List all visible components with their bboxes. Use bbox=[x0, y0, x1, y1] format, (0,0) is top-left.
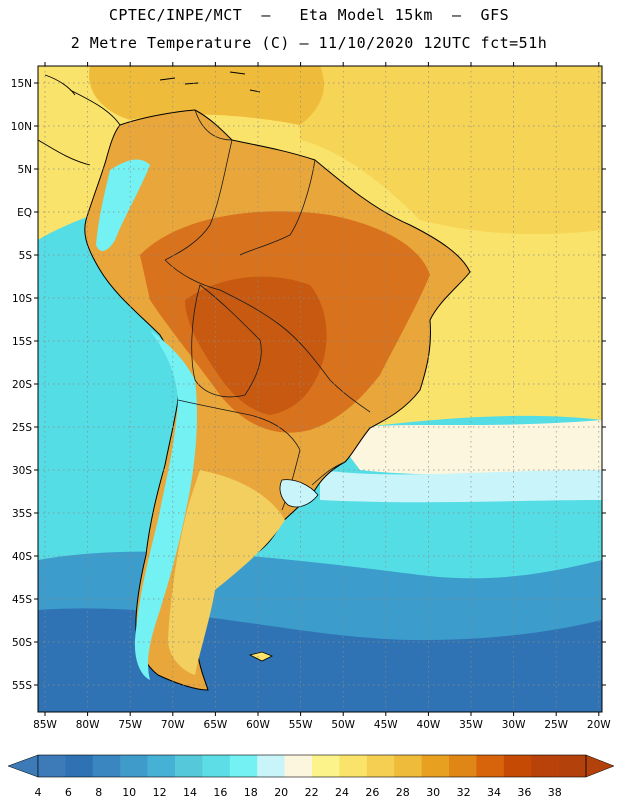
lon-label: 20W bbox=[587, 719, 611, 731]
map-frame bbox=[37, 65, 603, 713]
chart-title-line-2: 2 Metre Temperature (C) – 11/10/2020 12U… bbox=[70, 34, 548, 52]
patagonia-region bbox=[168, 470, 285, 675]
colorbar-frame bbox=[37, 754, 587, 778]
lat-label: 20S bbox=[12, 379, 32, 391]
caribbean-islands bbox=[159, 71, 261, 93]
caribbean-zone bbox=[89, 66, 324, 125]
lon-label: 65W bbox=[204, 719, 228, 731]
colorbar-swatch bbox=[531, 755, 559, 777]
colorbar-swatch bbox=[284, 755, 313, 777]
lat-label: 15S bbox=[12, 336, 32, 348]
colorbar-swatch bbox=[394, 755, 422, 777]
colorbar-label: 22 bbox=[305, 786, 319, 799]
bolivia-border bbox=[191, 284, 262, 398]
lat-label: 5N bbox=[17, 164, 32, 176]
tropical-atlantic-zone bbox=[300, 66, 602, 235]
colorbar-label: 4 bbox=[35, 786, 42, 799]
colorbar-label: 34 bbox=[487, 786, 501, 799]
colorbar-swatch bbox=[92, 755, 121, 777]
longitude-axis: 85W 80W 75W 70W 65W 60W 55W 50W 45W 40W 35W 30W 25W 2… bbox=[33, 62, 611, 731]
rio-de-la-plata bbox=[279, 479, 319, 508]
colorbar-low-arrow bbox=[7, 754, 39, 778]
colorbar-high-arrow bbox=[585, 754, 615, 778]
lon-label: 75W bbox=[118, 719, 142, 731]
lat-label: 35S bbox=[12, 508, 32, 520]
lon-label: 30W bbox=[502, 719, 526, 731]
colorbar-label: 6 bbox=[65, 786, 72, 799]
colorbar-swatch bbox=[558, 755, 587, 777]
interior-hottest-region bbox=[185, 276, 327, 415]
mild-sea-band bbox=[330, 420, 602, 475]
colorbar-swatch bbox=[147, 755, 176, 777]
falkland-islands bbox=[248, 651, 273, 662]
andes-cold-strip bbox=[96, 159, 197, 681]
map-field bbox=[38, 66, 602, 712]
colorbar-label: 24 bbox=[335, 786, 349, 799]
colorbar-label: 30 bbox=[426, 786, 440, 799]
lat-label: 30S bbox=[12, 465, 32, 477]
lat-label: 10N bbox=[11, 121, 32, 133]
colorbar-label: 28 bbox=[396, 786, 410, 799]
lon-label: 50W bbox=[331, 719, 355, 731]
colorbar-swatch bbox=[202, 755, 231, 777]
colorbar-label: 18 bbox=[244, 786, 258, 799]
colorbar-label: 12 bbox=[153, 786, 167, 799]
colorbar-swatch bbox=[312, 755, 340, 777]
chart-title-line-1: CPTEC/INPE/MCT – Eta Model 15km – GFS bbox=[108, 6, 510, 24]
colorbar-swatch bbox=[120, 755, 148, 777]
colorbar-swatch bbox=[476, 755, 505, 777]
colorbar-label: 26 bbox=[365, 786, 379, 799]
lat-label: 55S bbox=[12, 680, 32, 692]
colorbar: 4 6 8 10 12 14 16 18 20 22 24 26 28 30 32 34 36 38 bbox=[7, 754, 615, 799]
colorbar-swatch bbox=[38, 755, 66, 777]
colorbar-swatch bbox=[421, 755, 450, 777]
lon-label: 55W bbox=[289, 719, 313, 731]
colorbar-label: 36 bbox=[517, 786, 531, 799]
graticule bbox=[38, 66, 602, 712]
colorbar-label: 20 bbox=[274, 786, 288, 799]
lon-label: 70W bbox=[161, 719, 185, 731]
latitude-axis: 15N 10N 5N EQ 5S 10S 15S 20S 25S 30S 35S 40S 45S 50S 5… bbox=[11, 78, 606, 692]
colorbar-swatch bbox=[503, 755, 532, 777]
lon-label: 85W bbox=[33, 719, 57, 731]
colorbar-label: 32 bbox=[457, 786, 471, 799]
colorbar-label: 14 bbox=[183, 786, 197, 799]
lon-label: 35W bbox=[459, 719, 483, 731]
central-america-coast bbox=[38, 74, 121, 166]
lat-label: 45S bbox=[12, 594, 32, 606]
lat-label: 5S bbox=[19, 250, 33, 262]
lon-label: 80W bbox=[76, 719, 100, 731]
colorbar-label: 10 bbox=[122, 786, 136, 799]
colorbar-label: 16 bbox=[213, 786, 227, 799]
lat-label: 15N bbox=[11, 78, 32, 90]
colorbar-swatch bbox=[449, 755, 477, 777]
colorbar-swatch bbox=[366, 755, 395, 777]
colorbar-swatch bbox=[175, 755, 203, 777]
lon-label: 25W bbox=[544, 719, 568, 731]
cool-sea-band bbox=[320, 470, 602, 503]
lon-label: 60W bbox=[246, 719, 270, 731]
colorbar-swatch bbox=[65, 755, 94, 777]
lat-label: 25S bbox=[12, 422, 32, 434]
lat-label: 40S bbox=[12, 551, 32, 563]
lat-label: EQ bbox=[17, 207, 32, 219]
lat-label: 50S bbox=[12, 637, 32, 649]
lon-label: 40W bbox=[417, 719, 441, 731]
colorbar-swatch bbox=[339, 755, 368, 777]
colorbar-swatch bbox=[229, 755, 258, 777]
colorbar-label: 8 bbox=[95, 786, 102, 799]
lon-label: 45W bbox=[374, 719, 398, 731]
lat-label: 10S bbox=[12, 293, 32, 305]
colorbar-label: 38 bbox=[548, 786, 562, 799]
colorbar-swatch bbox=[257, 755, 285, 777]
